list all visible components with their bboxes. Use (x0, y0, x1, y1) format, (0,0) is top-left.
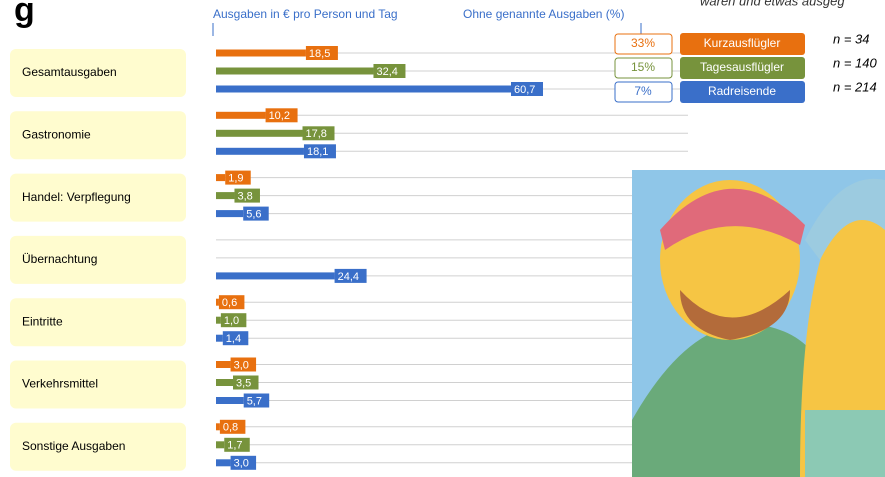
value-label: 24,4 (338, 271, 359, 283)
value-header: Ausgaben in € pro Person und Tag (213, 7, 398, 21)
value-label: 60,7 (514, 84, 535, 96)
value-label: 32,4 (376, 66, 397, 78)
value-label: 3,5 (236, 377, 251, 389)
value-label: 5,6 (246, 209, 261, 221)
n-label: n = 140 (833, 55, 878, 70)
bar (216, 192, 234, 199)
legend-label: Kurzausflügler (704, 36, 781, 50)
bar (216, 148, 304, 155)
share-label: 7% (634, 84, 652, 98)
category-label: Gastronomie (22, 127, 91, 141)
bar (216, 68, 373, 75)
category-label: Übernachtung (22, 252, 97, 266)
bar (216, 361, 231, 368)
category-label: Verkehrsmittel (22, 377, 98, 391)
plot: Gesamtausgaben 18,5 32,4 60,7 Gastronomie 10,… (10, 46, 688, 471)
legend-label: Radreisende (708, 84, 776, 98)
chart-title: g (14, 0, 35, 29)
n-label: n = 34 (833, 31, 870, 46)
value-label: 18,5 (309, 48, 330, 60)
bar (216, 459, 231, 466)
value-label: 1,7 (227, 440, 242, 452)
category-label: Gesamtausgaben (22, 65, 117, 79)
bar (216, 335, 223, 342)
category-label: Handel: Verpflegung (22, 190, 131, 204)
bar (216, 441, 224, 448)
n-label: n = 214 (833, 79, 877, 94)
bar (216, 379, 233, 386)
legend-label: Tagesausflügler (700, 60, 784, 74)
value-label: 1,4 (226, 333, 241, 345)
bar (216, 174, 225, 181)
value-label: 17,8 (306, 128, 327, 140)
bar (216, 86, 511, 93)
bar (216, 299, 219, 306)
value-label: 10,2 (269, 110, 290, 122)
bar (216, 317, 221, 324)
value-label: 1,9 (228, 173, 243, 185)
note: waren und etwas ausgeg (700, 0, 845, 8)
value-label: 18,1 (307, 146, 328, 158)
value-label: 0,6 (222, 297, 237, 309)
illustration (632, 170, 885, 477)
bar (216, 50, 306, 57)
bar (216, 112, 266, 119)
bar (216, 397, 244, 404)
chart: g waren und etwas ausgeg Ausgaben in € p… (0, 0, 885, 477)
value-label: 5,7 (247, 395, 262, 407)
value-label: 0,8 (223, 422, 238, 434)
share-label: 15% (631, 60, 655, 74)
category-label: Eintritte (22, 314, 63, 328)
value-label: 3,0 (234, 359, 249, 371)
bar (216, 210, 243, 217)
value-label: 3,0 (234, 458, 249, 470)
value-label: 1,0 (224, 315, 239, 327)
bar (216, 130, 303, 137)
value-label: 3,8 (237, 191, 252, 203)
share-label: 33% (631, 36, 655, 50)
bar (216, 272, 335, 279)
category-label: Sonstige Ausgaben (22, 439, 125, 453)
bar (216, 423, 220, 430)
share-header: Ohne genannte Ausgaben (%) (463, 7, 624, 21)
